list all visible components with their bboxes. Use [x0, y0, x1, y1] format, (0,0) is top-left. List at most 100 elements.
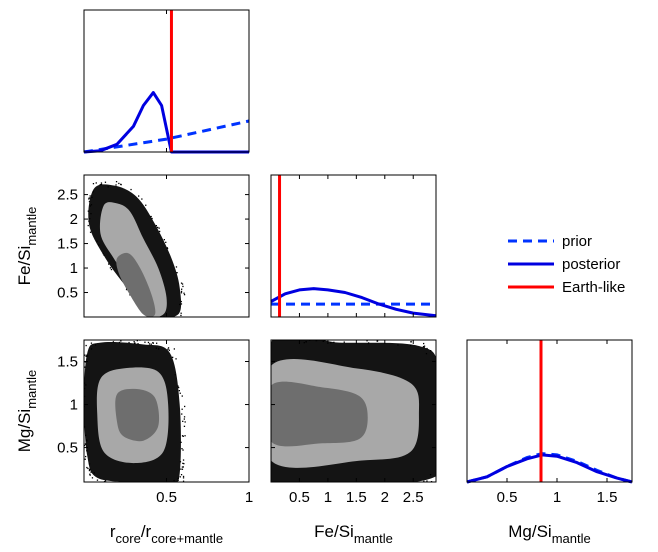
- scatter-point: [85, 384, 87, 386]
- scatter-point: [108, 263, 110, 265]
- scatter-point: [89, 205, 91, 207]
- scatter-point: [177, 385, 179, 387]
- scatter-point: [100, 182, 103, 184]
- scatter-point: [92, 183, 95, 185]
- x-axis-label-rcore: rcore/rcore+mantle: [110, 522, 223, 546]
- scatter-point: [180, 290, 183, 293]
- scatter-point: [181, 468, 184, 470]
- x-tick-label: 1: [324, 489, 332, 506]
- scatter-point: [88, 198, 90, 200]
- contour-68: [115, 388, 160, 442]
- scatter-point: [180, 282, 183, 284]
- scatter-point: [130, 188, 132, 191]
- scatter-point: [322, 340, 324, 342]
- y-tick-label: 1: [70, 260, 78, 277]
- scatter-point: [182, 449, 184, 451]
- scatter-point: [176, 272, 178, 274]
- scatter-point: [173, 348, 175, 350]
- scatter-point: [179, 461, 182, 463]
- scatter-point: [316, 340, 318, 342]
- scatter-point: [183, 425, 186, 427]
- scatter-point: [181, 288, 183, 290]
- scatter-point: [147, 341, 150, 344]
- x-tick-label: 2: [381, 489, 389, 506]
- joint-panel-fesi-mgsi: [271, 340, 436, 482]
- scatter-point: [157, 226, 159, 229]
- scatter-point: [100, 183, 103, 186]
- x-tick-label: 1: [245, 489, 253, 506]
- legend: prior posterior Earth-like: [508, 233, 625, 296]
- scatter-point: [180, 292, 183, 294]
- y-tick-label: 1: [70, 397, 78, 414]
- scatter-point: [84, 354, 86, 356]
- scatter-point: [181, 395, 183, 397]
- scatter-point: [180, 468, 182, 470]
- scatter-point: [172, 356, 174, 358]
- scatter-point: [137, 343, 139, 345]
- scatter-point: [182, 459, 185, 461]
- scatter-point: [426, 347, 428, 350]
- scatter-point: [144, 341, 146, 343]
- panel-frame: [270, 174, 437, 318]
- scatter-point: [323, 340, 326, 342]
- scatter-point: [89, 474, 91, 476]
- scatter-point: [180, 314, 182, 317]
- scatter-point: [93, 472, 95, 474]
- scatter-point: [136, 340, 138, 342]
- scatter-point: [85, 443, 87, 445]
- scatter-point: [104, 181, 107, 183]
- y-tick-label: 1.5: [57, 354, 78, 371]
- legend-label: Earth-like: [562, 279, 625, 296]
- scatter-point: [410, 341, 412, 343]
- scatter-point: [90, 213, 92, 215]
- scatter-point: [110, 268, 113, 271]
- scatter-point: [90, 348, 93, 350]
- scatter-point: [152, 342, 154, 344]
- scatter-point: [87, 210, 89, 212]
- scatter-point: [163, 239, 165, 241]
- scatter-point: [96, 240, 98, 242]
- scatter-point: [166, 247, 169, 250]
- scatter-point: [91, 477, 94, 479]
- scatter-point: [103, 480, 106, 482]
- scatter-point: [118, 182, 120, 185]
- legend-label: posterior: [562, 256, 620, 273]
- scatter-point: [167, 348, 169, 350]
- scatter-point: [175, 266, 178, 268]
- scatter-point: [103, 254, 105, 256]
- scatter-point: [85, 344, 87, 347]
- scatter-point: [173, 479, 175, 482]
- scatter-point: [88, 197, 90, 199]
- scatter-point: [84, 366, 86, 368]
- scatter-point: [184, 405, 186, 408]
- scatter-point: [180, 441, 182, 443]
- scatter-point: [159, 230, 161, 233]
- scatter-point: [90, 204, 93, 206]
- scatter-point: [183, 294, 186, 296]
- scatter-point: [367, 342, 369, 345]
- scatter-point: [330, 342, 332, 344]
- scatter-point: [333, 341, 335, 343]
- scatter-point: [134, 342, 136, 344]
- joint-panel-rcore-mgsi: [84, 340, 186, 482]
- scatter-point: [426, 480, 428, 482]
- panel-frame: [270, 339, 437, 483]
- scatter-point: [86, 440, 88, 442]
- prior-line: [83, 119, 250, 154]
- contour-68: [271, 381, 368, 447]
- scatter-point: [102, 252, 104, 255]
- scatter-point: [87, 355, 89, 357]
- scatter-point: [88, 220, 90, 222]
- scatter-point: [423, 346, 425, 349]
- scatter-point: [150, 343, 152, 345]
- scatter-point: [89, 473, 91, 475]
- scatter-point: [181, 448, 183, 450]
- scatter-point: [112, 341, 114, 343]
- y-tick-label: 0.5: [57, 285, 78, 302]
- scatter-point: [133, 341, 135, 343]
- scatter-point: [422, 346, 425, 348]
- scatter-point: [303, 342, 305, 344]
- scatter-point: [182, 477, 185, 479]
- scatter-point: [109, 267, 112, 269]
